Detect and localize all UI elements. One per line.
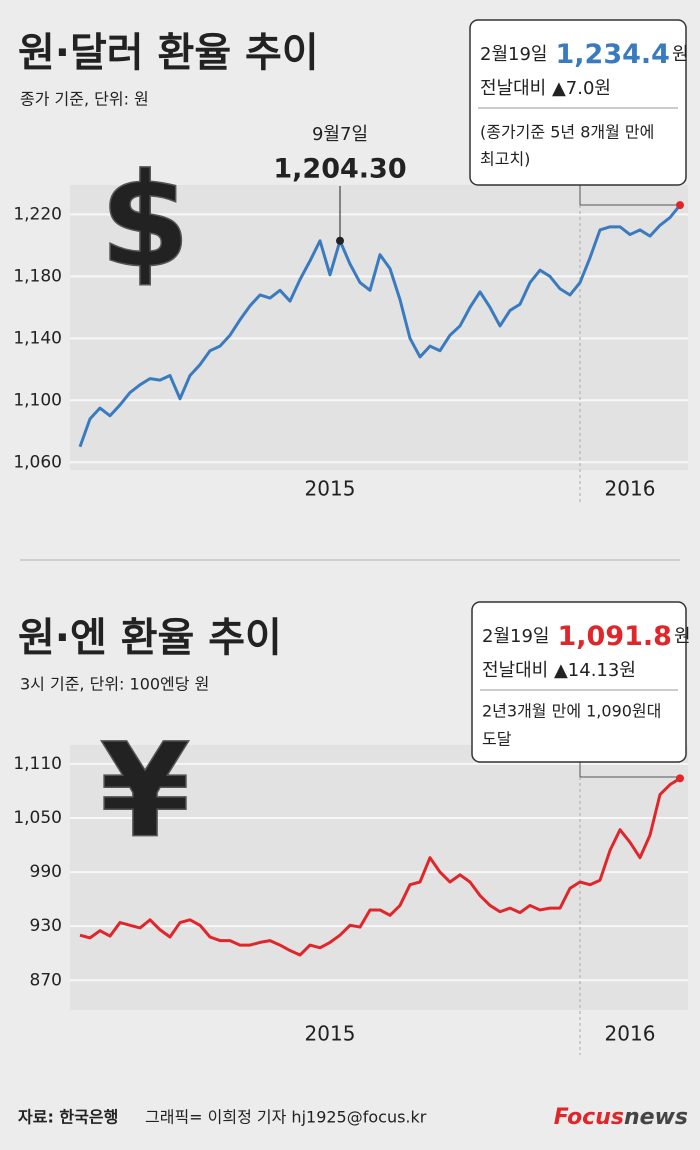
callout-note: 최고치) (480, 150, 530, 169)
callout-headline: 2월19일 1,091.8 원 (482, 621, 691, 652)
x-tick-label: 2016 (605, 477, 656, 501)
peak-date: 9월7일 (312, 124, 368, 145)
y-tick-label: 930 (30, 916, 62, 936)
line (78, 204, 682, 448)
chart-title: 원·달러 환율 추이 (18, 30, 319, 76)
plot-area (70, 745, 688, 1010)
chart-subtitle: 종가 기준, 단위: 원 (20, 90, 149, 109)
callout-box (469, 19, 687, 186)
callout-unit: 원 (672, 44, 689, 65)
callout-change: 전날대비 ▲7.0원 (480, 78, 611, 99)
logo: Focusnews (554, 1105, 688, 1130)
plot-area (70, 185, 688, 470)
x-tick-label: 2015 (305, 1022, 356, 1046)
callout-date: 2월19일 (482, 626, 549, 647)
callout-note: 도달 (482, 730, 512, 749)
callout-value: 1,091.8 (557, 621, 671, 652)
y-tick-label: 1,050 (13, 808, 62, 828)
y-tick-label: 1,140 (13, 328, 62, 348)
y-tick-label: 1,220 (13, 204, 62, 224)
line (79, 777, 681, 957)
callout-date: 2월19일 (480, 44, 547, 65)
chart-title: 원·엔 환율 추이 (18, 615, 282, 661)
callout-change: 전날대비 ▲14.13원 (482, 660, 636, 681)
callout-note: 2년3개월 만에 1,090원대 (482, 702, 661, 721)
chart-subtitle: 3시 기준, 단위: 100엔당 원 (20, 675, 209, 694)
callout-box (471, 601, 687, 763)
end-point (676, 201, 684, 210)
credit: 그래픽= 이희정 기자 hj1925@focus.kr (145, 1108, 427, 1127)
peak-point (336, 236, 344, 245)
y-tick-label: 1,180 (13, 266, 62, 286)
callout-value: 1,234.4 (555, 39, 669, 70)
icon: $ (100, 145, 190, 297)
peak-value: 1,204.30 (273, 154, 406, 185)
y-tick-label: 1,110 (13, 754, 62, 774)
y-tick-label: 870 (30, 970, 62, 990)
logo-part: news (624, 1105, 688, 1130)
x-tick-label: 2016 (605, 1022, 656, 1046)
icon: ¥ (100, 715, 190, 867)
callout-headline: 2월19일 1,234.4 원 (480, 39, 689, 70)
y-tick-label: 1,100 (13, 390, 62, 410)
callout-unit: 원 (674, 626, 691, 647)
end-point (676, 774, 684, 783)
y-tick-label: 990 (30, 862, 62, 882)
callout-note: (종가기준 5년 8개월 만에 (480, 123, 654, 142)
logo-part: Focus (554, 1105, 624, 1130)
source: 자료: 한국은행 (18, 1108, 118, 1127)
x-tick-label: 2015 (305, 477, 356, 501)
y-tick-label: 1,060 (13, 452, 62, 472)
